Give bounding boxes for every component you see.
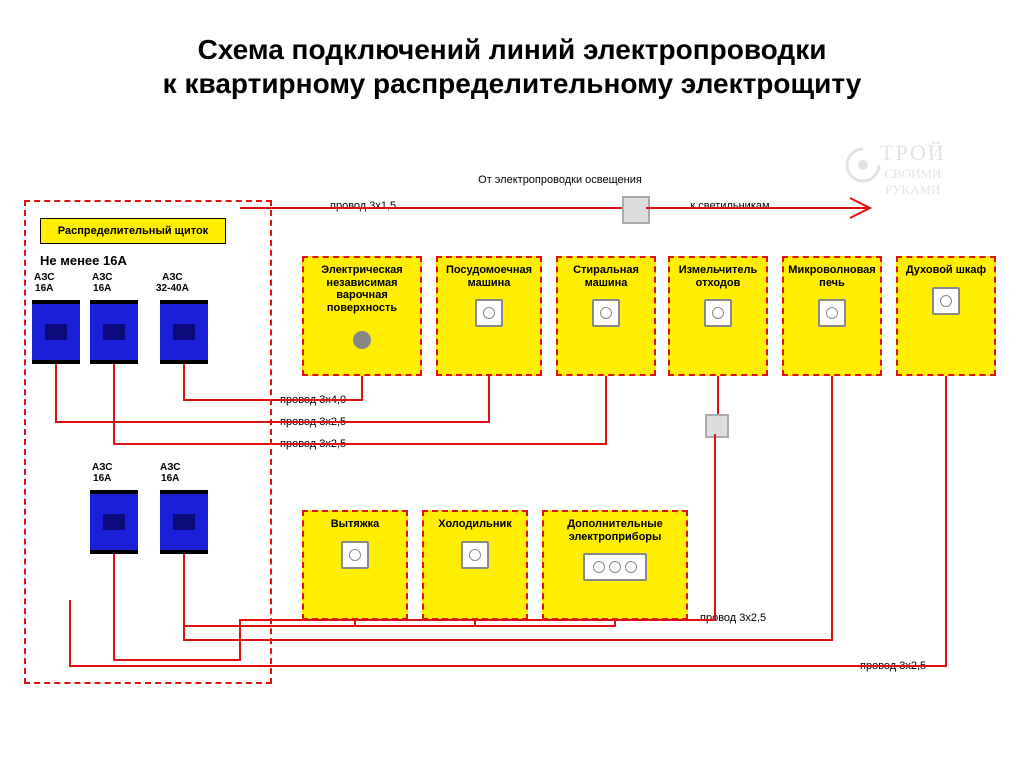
junction-box-grinder — [705, 414, 729, 438]
breaker — [90, 300, 138, 364]
appliance-hood: Вытяжка — [302, 510, 408, 620]
lighting-to-label: к светильникам — [670, 200, 790, 212]
appliance-label: Электрическая независимая варочная повер… — [308, 264, 416, 315]
wire-label: провод 3х2,5 — [860, 660, 926, 672]
diagram-canvas: Схема подключений линий электропроводки … — [0, 0, 1024, 767]
outlet-icon — [475, 299, 503, 327]
watermark: ТРОЙ СВОИМИ РУКАМИ — [880, 140, 946, 198]
appliance-cooktop: Электрическая независимая варочная повер… — [302, 256, 422, 376]
outlet-icon — [353, 331, 371, 349]
title-line-1: Схема подключений линий электропроводки — [0, 34, 1024, 66]
breaker — [160, 490, 208, 554]
breaker-label: АЗС16А — [92, 462, 112, 484]
wire-label: провод 3х2,5 — [280, 438, 346, 450]
outlet-icon — [932, 287, 960, 315]
breaker-label: АЗС32-40А — [156, 272, 189, 294]
outlet-icon — [583, 553, 647, 581]
breaker-label: АЗС16А — [34, 272, 54, 294]
appliance-label: Стиральная машина — [562, 264, 650, 289]
breaker — [32, 300, 80, 364]
outlet-icon — [704, 299, 732, 327]
wire-label: провод 3х2,5 — [700, 612, 766, 624]
appliance-extra: Дополнительные электроприборы — [542, 510, 688, 620]
wire-label: провод 3х1,5 — [330, 200, 396, 212]
appliance-label: Духовой шкаф — [902, 264, 990, 277]
appliance-label: Микроволновая печь — [788, 264, 876, 289]
appliance-label: Дополнительные электроприборы — [548, 518, 682, 543]
outlet-icon — [341, 541, 369, 569]
appliance-label: Вытяжка — [308, 518, 402, 531]
appliance-microwave: Микроволновая печь — [782, 256, 882, 376]
appliance-label: Посудомоечная машина — [442, 264, 536, 289]
outlet-icon — [818, 299, 846, 327]
wire-label: провод 3х4,0 — [280, 394, 346, 406]
lighting-from-label: От электропроводки освещения — [470, 174, 650, 186]
junction-box-lighting — [622, 196, 650, 224]
appliance-fridge: Холодильник — [422, 510, 528, 620]
breaker-label: АЗС16А — [160, 462, 180, 484]
wire-lighting-arrow — [850, 198, 870, 218]
distribution-panel — [24, 200, 272, 684]
appliance-grinder: Измельчитель отходов — [668, 256, 768, 376]
min-rating-label: Не менее 16А — [40, 254, 127, 268]
wire-label: провод 3х2,5 — [280, 416, 346, 428]
title-line-2: к квартирному распределительному электро… — [0, 68, 1024, 100]
outlet-icon — [461, 541, 489, 569]
breaker — [90, 490, 138, 554]
appliance-dishwasher: Посудомоечная машина — [436, 256, 542, 376]
outlet-icon — [592, 299, 620, 327]
appliance-label: Холодильник — [428, 518, 522, 531]
appliance-washer: Стиральная машина — [556, 256, 656, 376]
panel-label: Распределительный щиток — [40, 218, 226, 244]
breaker — [160, 300, 208, 364]
appliance-oven: Духовой шкаф — [896, 256, 996, 376]
appliance-label: Измельчитель отходов — [674, 264, 762, 289]
breaker-label: АЗС16А — [92, 272, 112, 294]
